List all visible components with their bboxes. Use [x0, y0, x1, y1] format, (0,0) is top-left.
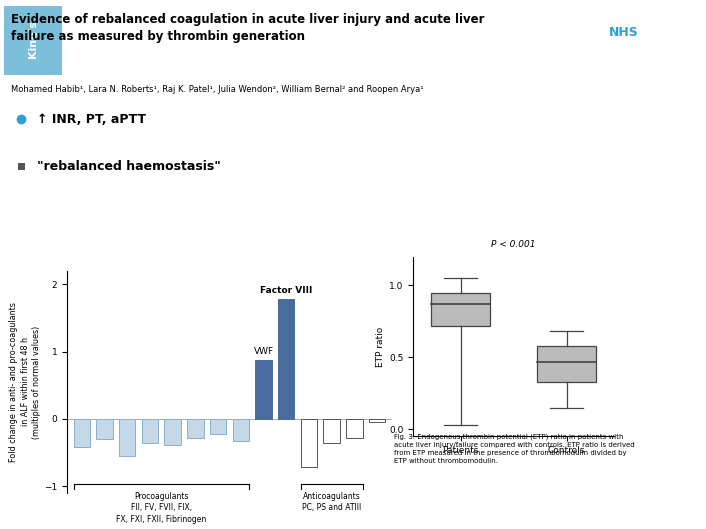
Bar: [96, 419, 113, 439]
Bar: [73, 419, 90, 447]
Text: Evidence of rebalanced coagulation in acute liver injury and acute liver
failure: Evidence of rebalanced coagulation in ac…: [11, 13, 484, 43]
Y-axis label: ETP ratio: ETP ratio: [376, 326, 385, 367]
Bar: [369, 419, 385, 422]
Bar: [346, 419, 363, 438]
FancyBboxPatch shape: [600, 10, 648, 58]
Bar: [323, 419, 340, 443]
Bar: [233, 419, 249, 441]
Bar: [256, 360, 272, 419]
Text: P < 0.001: P < 0.001: [491, 240, 536, 249]
FancyBboxPatch shape: [18, 162, 25, 170]
Text: King's College Hospital: King's College Hospital: [436, 17, 597, 31]
Text: ↑ INR, PT, aPTT: ↑ INR, PT, aPTT: [37, 113, 146, 125]
Text: NHS Foundation Trust: NHS Foundation Trust: [569, 58, 652, 67]
Y-axis label: Fold change in anti- and pro-coagulants
in ALF within first 48 h
(multiples of n: Fold change in anti- and pro-coagulants …: [8, 302, 42, 462]
Bar: [431, 293, 490, 326]
Bar: [210, 419, 226, 434]
Bar: [301, 419, 317, 468]
Bar: [142, 419, 158, 443]
Text: VWF: VWF: [253, 346, 274, 355]
Bar: [187, 419, 203, 438]
Text: King's: King's: [28, 20, 38, 58]
Text: NHS: NHS: [609, 26, 639, 39]
Bar: [537, 346, 596, 382]
Text: Fig. 3. Endogenous thrombin potential (ETP) ratio in patients with
acute liver i: Fig. 3. Endogenous thrombin potential (E…: [394, 434, 635, 464]
Bar: [119, 419, 136, 456]
FancyBboxPatch shape: [4, 6, 62, 75]
Bar: [164, 419, 181, 444]
Bar: [278, 299, 294, 419]
Text: "rebalanced haemostasis": "rebalanced haemostasis": [37, 160, 221, 173]
Text: Procoagulants
FII, FV, FVII, FIX,
FX, FXI, FXII, Fibrinogen: Procoagulants FII, FV, FVII, FIX, FX, FX…: [116, 492, 206, 524]
Text: Anticoagulants
PC, PS and ATIII: Anticoagulants PC, PS and ATIII: [302, 492, 361, 513]
Text: Factor VIII: Factor VIII: [260, 286, 313, 295]
Text: Mohamed Habib¹, Lara N. Roberts¹, Raj K. Patel¹, Julia Wendon², William Bernal² : Mohamed Habib¹, Lara N. Roberts¹, Raj K.…: [11, 85, 423, 94]
